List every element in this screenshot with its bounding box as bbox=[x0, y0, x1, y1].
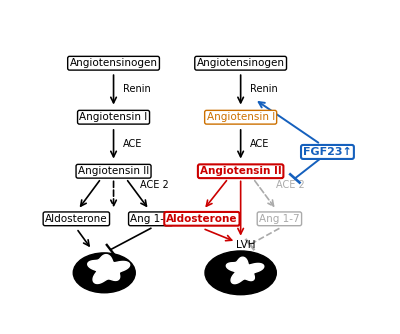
Text: Angiotensinogen: Angiotensinogen bbox=[70, 58, 158, 68]
Text: Aldosterone: Aldosterone bbox=[45, 214, 108, 224]
Text: ACE: ACE bbox=[250, 139, 269, 149]
Text: Angiotensin II: Angiotensin II bbox=[78, 166, 149, 176]
Ellipse shape bbox=[205, 251, 276, 295]
Text: ACE 2: ACE 2 bbox=[140, 180, 169, 190]
Polygon shape bbox=[88, 255, 130, 284]
Text: Angiotensin II: Angiotensin II bbox=[200, 166, 282, 176]
Text: Angiotensinogen: Angiotensinogen bbox=[197, 58, 285, 68]
Text: ACE 2: ACE 2 bbox=[276, 180, 305, 190]
Text: ACE: ACE bbox=[123, 139, 142, 149]
Text: Renin: Renin bbox=[123, 85, 150, 95]
Text: Angiotensin I: Angiotensin I bbox=[206, 112, 275, 122]
Text: Aldosterone: Aldosterone bbox=[166, 214, 238, 224]
Ellipse shape bbox=[73, 253, 135, 293]
Text: Renin: Renin bbox=[250, 85, 278, 95]
Text: LVH: LVH bbox=[236, 239, 255, 249]
Polygon shape bbox=[226, 257, 264, 284]
Text: Angiotensin I: Angiotensin I bbox=[80, 112, 148, 122]
Text: Ang 1-7: Ang 1-7 bbox=[259, 214, 300, 224]
Text: Ang 1-7: Ang 1-7 bbox=[130, 214, 171, 224]
Text: FGF23↑: FGF23↑ bbox=[303, 147, 352, 157]
